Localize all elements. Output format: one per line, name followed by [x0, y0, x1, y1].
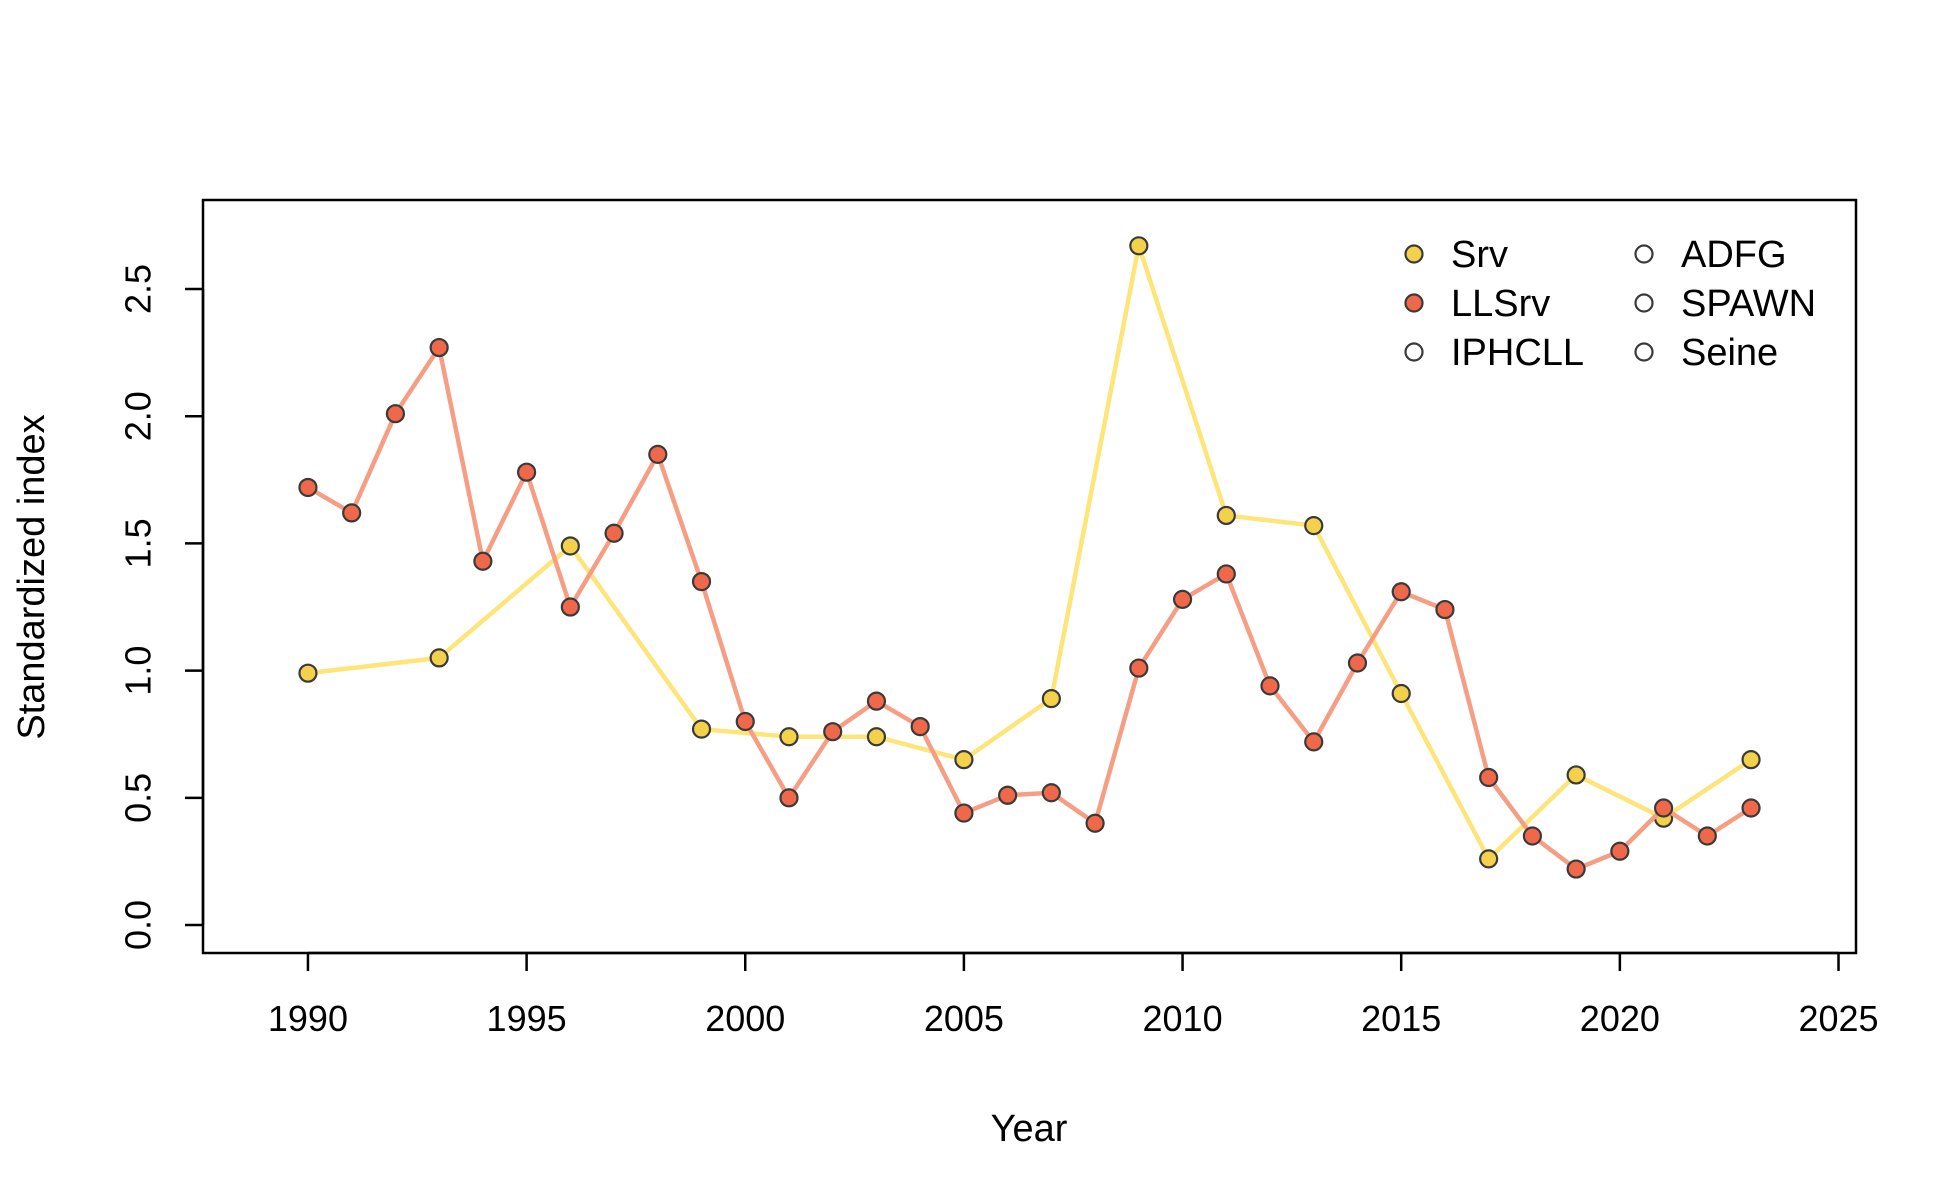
data-point-llsrv: [1304, 732, 1324, 752]
x-tick-label: 2020: [1580, 998, 1660, 1039]
data-point-llsrv: [342, 503, 362, 523]
y-axis-title: Standardized index: [11, 414, 53, 739]
legend-marker-spawn: [1634, 293, 1654, 313]
data-point-llsrv: [385, 404, 406, 424]
data-point-srv: [866, 727, 887, 747]
series-line-srv: [305, 243, 1754, 862]
x-tick-label: 1995: [487, 998, 567, 1039]
y-tick-label: 1.5: [118, 518, 159, 568]
data-point-srv: [954, 750, 974, 770]
data-point-srv: [1304, 516, 1324, 536]
x-tick-label: 2000: [705, 998, 785, 1039]
legend-label-spawn: SPAWN: [1681, 283, 1816, 325]
x-tick-label: 2005: [924, 998, 1004, 1039]
data-point-llsrv: [735, 711, 755, 732]
data-point-srv: [1129, 236, 1149, 256]
y-axis: 0.0 0.5 1.0 1.5 2.0 2.5: [118, 264, 205, 950]
data-point-llsrv: [691, 571, 712, 592]
data-point-llsrv: [560, 597, 580, 617]
data-point-llsrv: [1435, 599, 1455, 620]
data-point-llsrv: [1172, 589, 1193, 609]
data-point-llsrv: [1129, 658, 1149, 678]
series-layer: [298, 236, 1761, 879]
data-point-llsrv: [1653, 798, 1674, 818]
data-point-srv: [560, 536, 580, 556]
legend: Srv LLSrv IPHCLL ADFG SPAWN Seine: [1404, 234, 1816, 374]
data-point-srv: [779, 727, 799, 747]
data-point-llsrv: [1610, 841, 1630, 861]
plot-frame: [201, 198, 1858, 955]
legend-label-llsrv: LLSrv: [1451, 283, 1550, 325]
data-point-llsrv: [1697, 826, 1717, 846]
legend-marker-iphcll: [1404, 342, 1424, 362]
data-point-llsrv: [1741, 798, 1761, 818]
data-point-llsrv: [954, 803, 974, 823]
data-point-srv: [1566, 765, 1586, 785]
data-point-srv: [298, 663, 318, 683]
legend-label-seine: Seine: [1681, 332, 1778, 374]
legend-label-adfg: ADFG: [1681, 234, 1787, 276]
data-point-llsrv: [1566, 859, 1586, 879]
data-point-srv: [429, 648, 449, 668]
data-point-llsrv: [1085, 813, 1105, 833]
series-line-llsrv: [305, 345, 1754, 872]
y-tick-label: 2.5: [118, 264, 159, 314]
data-point-llsrv: [1347, 653, 1368, 673]
data-point-srv: [1216, 505, 1236, 526]
x-axis: 1990 1995 2000 2005 2010 2015 2020 2025: [268, 951, 1879, 1039]
legend-marker-adfg: [1634, 244, 1654, 264]
data-point-llsrv: [648, 444, 668, 464]
data-point-llsrv: [1479, 767, 1499, 788]
y-tick-label: 0.0: [118, 900, 159, 950]
data-point-llsrv: [1216, 564, 1236, 584]
legend-marker-srv: [1404, 244, 1424, 264]
data-point-srv: [1479, 849, 1499, 869]
legend-marker-llsrv: [1404, 293, 1424, 313]
data-point-llsrv: [910, 716, 930, 737]
data-point-llsrv: [1041, 783, 1061, 803]
y-tick-label: 0.5: [118, 773, 159, 823]
data-point-llsrv: [517, 462, 537, 482]
data-point-llsrv: [866, 691, 887, 711]
data-point-llsrv: [473, 551, 493, 571]
data-point-llsrv: [823, 722, 843, 742]
data-point-srv: [1391, 683, 1411, 704]
data-point-llsrv: [779, 788, 799, 808]
x-tick-label: 1990: [268, 998, 348, 1039]
x-tick-label: 2010: [1143, 998, 1223, 1039]
data-point-llsrv: [429, 337, 449, 358]
legend-label-srv: Srv: [1451, 234, 1508, 276]
data-point-llsrv: [1260, 676, 1280, 696]
data-point-llsrv: [604, 523, 624, 543]
data-point-srv: [1041, 689, 1061, 709]
legend-marker-seine: [1634, 342, 1654, 362]
x-axis-title: Year: [991, 1108, 1068, 1150]
legend-label-iphcll: IPHCLL: [1451, 332, 1584, 374]
data-point-llsrv: [998, 785, 1018, 805]
x-tick-label: 2025: [1798, 998, 1878, 1039]
data-point-srv: [1741, 750, 1761, 770]
data-point-llsrv: [298, 477, 318, 498]
y-tick-label: 1.0: [118, 646, 159, 696]
y-tick-label: 2.0: [118, 391, 159, 441]
data-point-llsrv: [1522, 826, 1542, 846]
data-point-llsrv: [1391, 582, 1411, 602]
data-point-srv: [691, 719, 712, 739]
x-tick-label: 2015: [1361, 998, 1441, 1039]
